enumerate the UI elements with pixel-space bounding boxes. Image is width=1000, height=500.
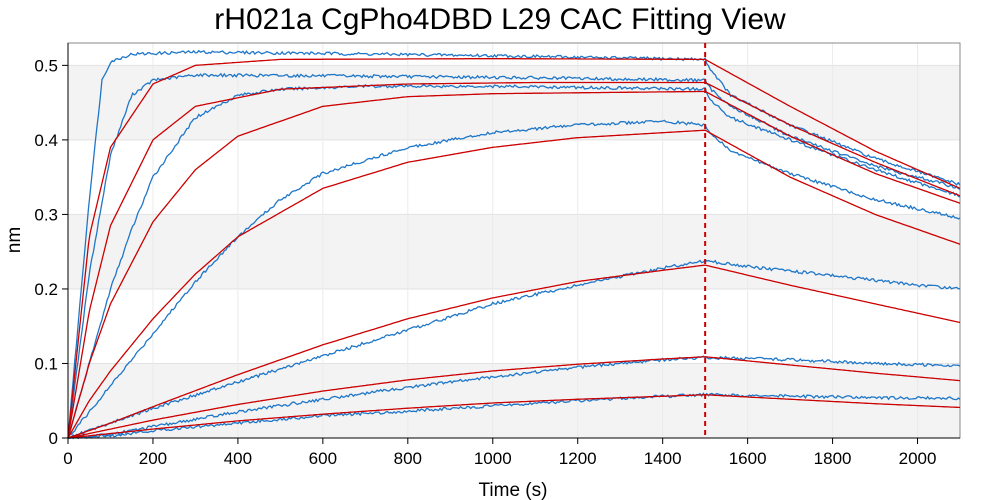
y-axis-label: nm [4,227,25,253]
x-tick-label: 0 [63,449,72,468]
y-tick-label: 0.1 [34,354,58,373]
y-tick-label: 0.4 [34,131,58,150]
series-layer [67,49,961,440]
x-tick-label: 400 [224,449,252,468]
data-curve [67,119,961,439]
fit-curve [67,81,961,439]
x-tick-label: 1600 [729,449,767,468]
x-tick-label: 600 [309,449,337,468]
x-axis-label: Time (s) [479,480,548,500]
grid-band [68,214,960,289]
x-tick-label: 800 [394,449,422,468]
data-curve [67,72,961,439]
x-tick-label: 200 [139,449,167,468]
y-axis: 0 0.1 0.2 0.3 0.4 0.5 [34,43,69,448]
fit-curve [67,58,961,439]
x-tick-label: 1400 [644,449,682,468]
fit-curve [67,356,961,439]
y-tick-label: 0 [49,429,58,448]
data-curve [67,259,960,439]
grid-lines [67,43,960,439]
data-curve [67,355,961,439]
data-curve [67,83,961,439]
fit-curve [67,394,960,439]
x-tick-label: 1200 [559,449,597,468]
y-tick-label: 0.3 [34,205,58,224]
fit-curve [67,90,961,439]
x-tick-label: 1000 [474,449,512,468]
y-tick-label: 0.5 [34,56,58,75]
chart-title: rH021a CgPho4DBD L29 CAC Fitting View [214,3,786,36]
x-axis: 0 200 400 600 800 1000 1200 1400 1600 1800 2000 [63,437,960,468]
data-curve [67,392,961,440]
y-tick-label: 0.2 [34,280,58,299]
fit-curve [67,264,961,439]
x-tick-label: 1800 [814,449,852,468]
x-tick-label: 2000 [899,449,937,468]
fit-curve [67,129,961,439]
